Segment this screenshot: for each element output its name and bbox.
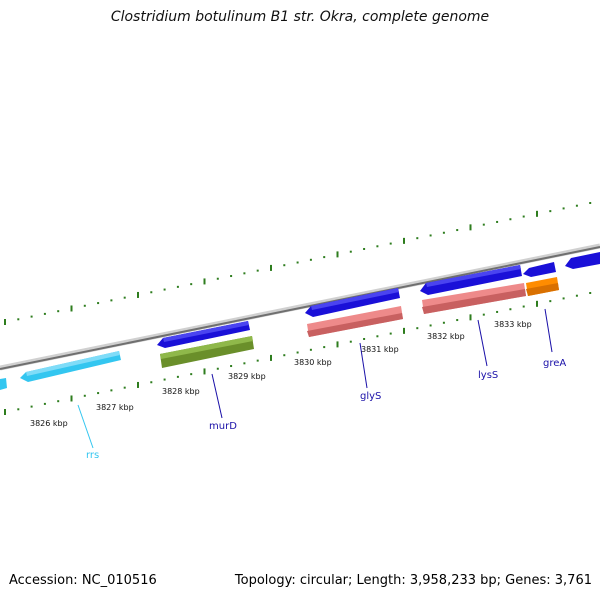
label-leaders (77, 308, 553, 449)
feature-glyS-lower[interactable] (307, 306, 403, 337)
feature-murD[interactable] (157, 321, 250, 348)
kbp-label: 3830 kbp (294, 358, 332, 367)
kbp-label: 3829 kbp (228, 372, 266, 381)
kbp-label: 3832 kbp (427, 332, 465, 341)
tick-row-upper (4, 202, 592, 325)
kbp-label: 3826 kbp (30, 419, 68, 428)
map-title: Clostridium botulinum B1 str. Okra, comp… (110, 9, 490, 25)
genome-backbone (0, 243, 600, 371)
accession-text: Accession: NC_010516 (9, 573, 157, 588)
kbp-label: 3831 kbp (361, 345, 399, 354)
gene-label-glyS[interactable]: glyS (360, 391, 381, 402)
feature-murD-lower[interactable] (160, 336, 254, 368)
forward-features (157, 252, 600, 348)
feature-rrs[interactable] (0, 351, 121, 390)
feature-lysS-lower[interactable] (422, 283, 526, 314)
kbp-labels: 3826 kbp 3827 kbp 3828 kbp 3829 kbp 3830… (30, 320, 532, 428)
reverse-features (0, 277, 559, 390)
gene-label-lysS[interactable]: lysS (478, 370, 498, 381)
kbp-label: 3827 kbp (96, 403, 134, 412)
feature-lysS[interactable] (420, 265, 522, 295)
tick-row-lower (4, 292, 592, 415)
feature-glyS[interactable] (305, 288, 400, 317)
kbp-label: 3828 kbp (162, 387, 200, 396)
gene-labels: rrs murD glyS lysS greA (86, 358, 566, 461)
feature-greA-upper[interactable] (523, 262, 556, 277)
gene-label-murD[interactable]: murD (209, 421, 237, 432)
kbp-label: 3833 kbp (494, 320, 532, 329)
gene-label-rrs[interactable]: rrs (86, 450, 99, 461)
feature-greA-lower[interactable] (526, 277, 559, 296)
genome-summary-text: Topology: circular; Length: 3,958,233 bp… (234, 573, 592, 588)
gene-label-greA[interactable]: greA (543, 358, 566, 369)
feature-right-edge[interactable] (565, 252, 600, 269)
